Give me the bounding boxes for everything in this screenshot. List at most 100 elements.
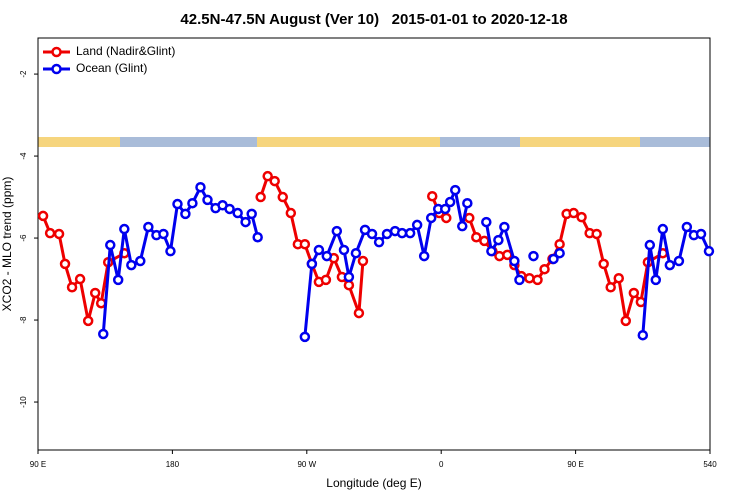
point bbox=[313, 244, 325, 256]
point bbox=[613, 272, 625, 284]
x-tick-label: 90 E bbox=[567, 460, 583, 469]
point bbox=[112, 274, 124, 286]
point bbox=[89, 287, 101, 299]
point bbox=[620, 315, 632, 327]
point bbox=[187, 197, 198, 209]
y-tick-label: -4 bbox=[19, 152, 28, 160]
point bbox=[439, 203, 451, 215]
legend-marker bbox=[51, 63, 62, 75]
point bbox=[331, 225, 343, 237]
point bbox=[381, 228, 393, 240]
point bbox=[426, 190, 438, 202]
point bbox=[464, 212, 475, 224]
point bbox=[554, 247, 565, 259]
point bbox=[444, 196, 456, 208]
y-tick-label: -10 bbox=[19, 396, 28, 408]
point bbox=[554, 238, 565, 250]
point bbox=[299, 238, 311, 250]
point bbox=[524, 272, 535, 284]
point bbox=[441, 212, 452, 224]
point bbox=[591, 228, 602, 240]
point bbox=[262, 170, 273, 182]
point bbox=[357, 255, 369, 267]
legend-label: Land (Nadir&Glint) bbox=[76, 44, 175, 58]
series-line bbox=[41, 174, 664, 323]
point bbox=[494, 250, 505, 262]
point bbox=[255, 191, 266, 203]
x-tick-label: 180 bbox=[166, 460, 180, 469]
point bbox=[657, 223, 669, 235]
point bbox=[82, 315, 94, 327]
x-tick-label: 90 W bbox=[297, 460, 316, 469]
point bbox=[252, 231, 263, 243]
point bbox=[53, 228, 65, 240]
point bbox=[576, 211, 587, 223]
point bbox=[98, 328, 109, 340]
point bbox=[143, 221, 154, 233]
point bbox=[232, 207, 243, 219]
point bbox=[246, 208, 257, 220]
land-strip bbox=[520, 137, 640, 147]
point bbox=[277, 191, 289, 203]
x-axis-label: Longitude (deg E) bbox=[326, 476, 421, 490]
point bbox=[462, 197, 473, 209]
point bbox=[449, 184, 461, 196]
point bbox=[119, 223, 130, 235]
point bbox=[269, 175, 280, 187]
point bbox=[126, 259, 137, 271]
point bbox=[350, 247, 362, 259]
point bbox=[202, 194, 213, 206]
y-tick-label: -8 bbox=[19, 316, 28, 324]
y-axis-label: XCO2 - MLO trend (ppm) bbox=[0, 177, 14, 312]
point bbox=[321, 250, 333, 262]
point bbox=[373, 236, 385, 248]
point bbox=[105, 239, 116, 251]
point bbox=[635, 296, 647, 308]
point bbox=[703, 245, 715, 257]
point bbox=[471, 231, 482, 243]
point bbox=[598, 258, 609, 270]
y-tick-label: -2 bbox=[19, 70, 28, 78]
point bbox=[481, 216, 492, 228]
point bbox=[681, 221, 693, 233]
point bbox=[499, 221, 510, 233]
point bbox=[285, 207, 297, 219]
point bbox=[493, 234, 504, 246]
point bbox=[338, 244, 350, 256]
point bbox=[539, 263, 550, 275]
point bbox=[396, 227, 408, 239]
point bbox=[59, 258, 71, 270]
point bbox=[479, 235, 490, 247]
point bbox=[172, 198, 183, 210]
land-strip bbox=[257, 137, 440, 147]
point bbox=[502, 249, 513, 261]
point bbox=[486, 245, 497, 257]
plot-frame bbox=[37, 37, 711, 451]
point bbox=[637, 329, 649, 341]
point bbox=[44, 227, 56, 239]
point bbox=[664, 259, 676, 271]
point bbox=[673, 255, 685, 267]
legend-marker bbox=[51, 46, 62, 58]
point bbox=[74, 273, 86, 285]
point bbox=[695, 228, 707, 240]
point bbox=[320, 274, 332, 286]
x-tick-label: 540 bbox=[703, 460, 717, 469]
point bbox=[457, 220, 468, 232]
point bbox=[418, 250, 430, 262]
y-tick-label: -6 bbox=[19, 234, 28, 242]
x-tick-label: 0 bbox=[439, 460, 444, 469]
point bbox=[404, 227, 416, 239]
point bbox=[650, 274, 662, 286]
point bbox=[343, 279, 355, 291]
point bbox=[532, 274, 543, 286]
point bbox=[568, 207, 579, 219]
series-line bbox=[101, 185, 711, 337]
point bbox=[528, 250, 539, 262]
point bbox=[411, 219, 423, 231]
point bbox=[158, 228, 169, 240]
point bbox=[353, 307, 365, 319]
point bbox=[366, 228, 378, 240]
point bbox=[514, 274, 525, 286]
